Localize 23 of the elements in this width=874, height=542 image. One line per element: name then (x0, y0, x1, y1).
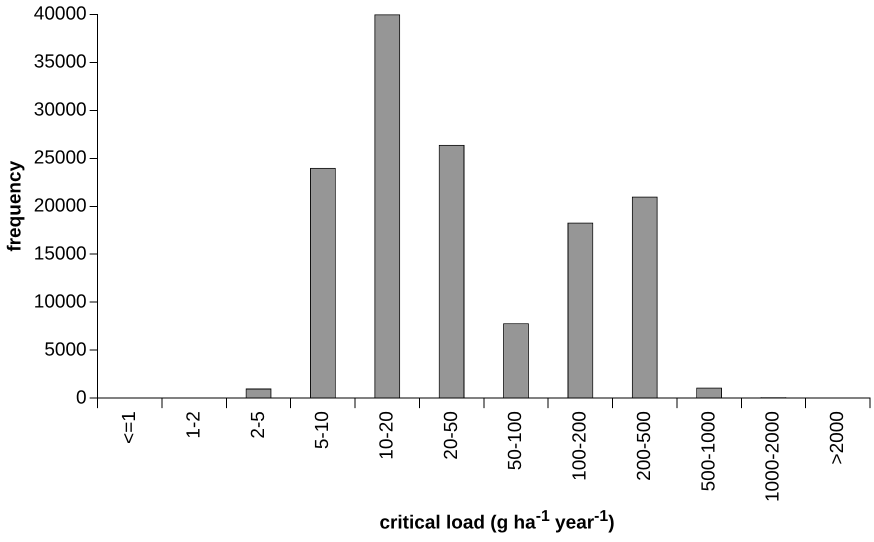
y-tick-label: 10000 (34, 291, 87, 312)
x-tick-label: 5-10 (312, 411, 334, 450)
x-tick-label: 50-100 (505, 411, 526, 470)
x-tick-label: 500-1000 (698, 411, 720, 492)
y-axis-title: frequency (4, 160, 26, 252)
x-tick-label: 1-2 (183, 411, 204, 439)
y-tick-label: 0 (76, 387, 87, 408)
y-tick-label: 35000 (34, 52, 87, 73)
x-tick-label: 100-200 (570, 411, 591, 481)
x-tick-label: <=1 (119, 411, 140, 444)
x-tick-label: 10-20 (376, 411, 398, 460)
x-tick-label: 20-50 (440, 411, 462, 460)
x-tick-label: 2-5 (248, 411, 269, 439)
y-tick-label: 30000 (34, 100, 87, 121)
y-tick-label: 25000 (34, 148, 87, 169)
x-tick-label: 200-500 (634, 411, 655, 481)
y-tick-label: 15000 (34, 243, 87, 264)
y-tick-label: 20000 (34, 196, 87, 217)
x-tick-label: >2000 (827, 411, 848, 465)
x-axis-title: critical load (g ha$^{-1}$ year$^{-1}$) (378, 508, 616, 534)
y-tick-label: 40000 (34, 4, 87, 25)
y-tick-label: 5000 (44, 339, 87, 360)
x-tick-label: 1000-2000 (762, 411, 784, 502)
